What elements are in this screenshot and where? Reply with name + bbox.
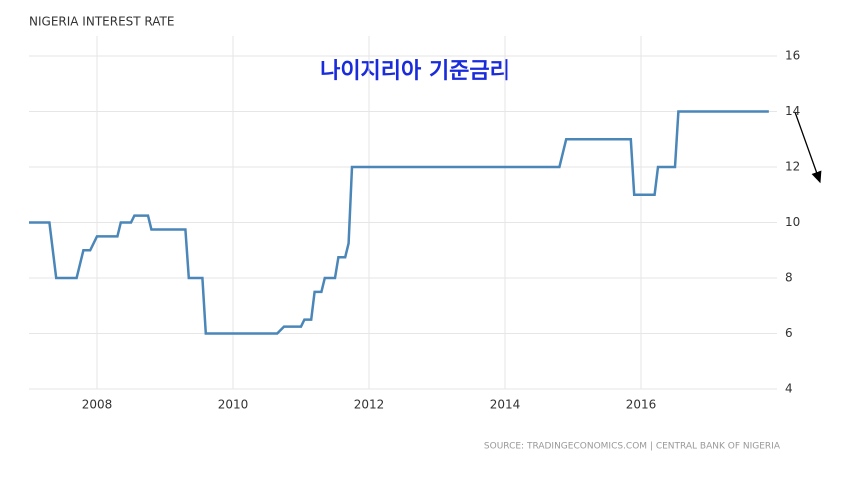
x-tick-label: 2008 [82,398,113,412]
y-tick-label: 10 [785,215,800,229]
x-tick-label: 2012 [354,398,385,412]
x-tick-label: 2014 [490,398,521,412]
y-tick-label: 4 [785,382,793,396]
y-tick-label: 6 [785,326,793,340]
y-tick-label: 12 [785,160,800,174]
x-tick-label: 2016 [626,398,657,412]
x-tick-label: 2010 [218,398,249,412]
arrow [794,111,822,184]
y-tick-label: 8 [785,271,793,285]
data-line [29,110,769,335]
chart-title: NIGERIA INTEREST RATE [29,15,174,29]
y-tick-label: 14 [785,104,800,118]
chart-subtitle: 나이지리아 기준금리 [320,59,510,84]
source: SOURCE: TRADINGECONOMICS.COM | CENTRAL B… [484,442,781,452]
y-tick-label: 16 [785,49,800,63]
